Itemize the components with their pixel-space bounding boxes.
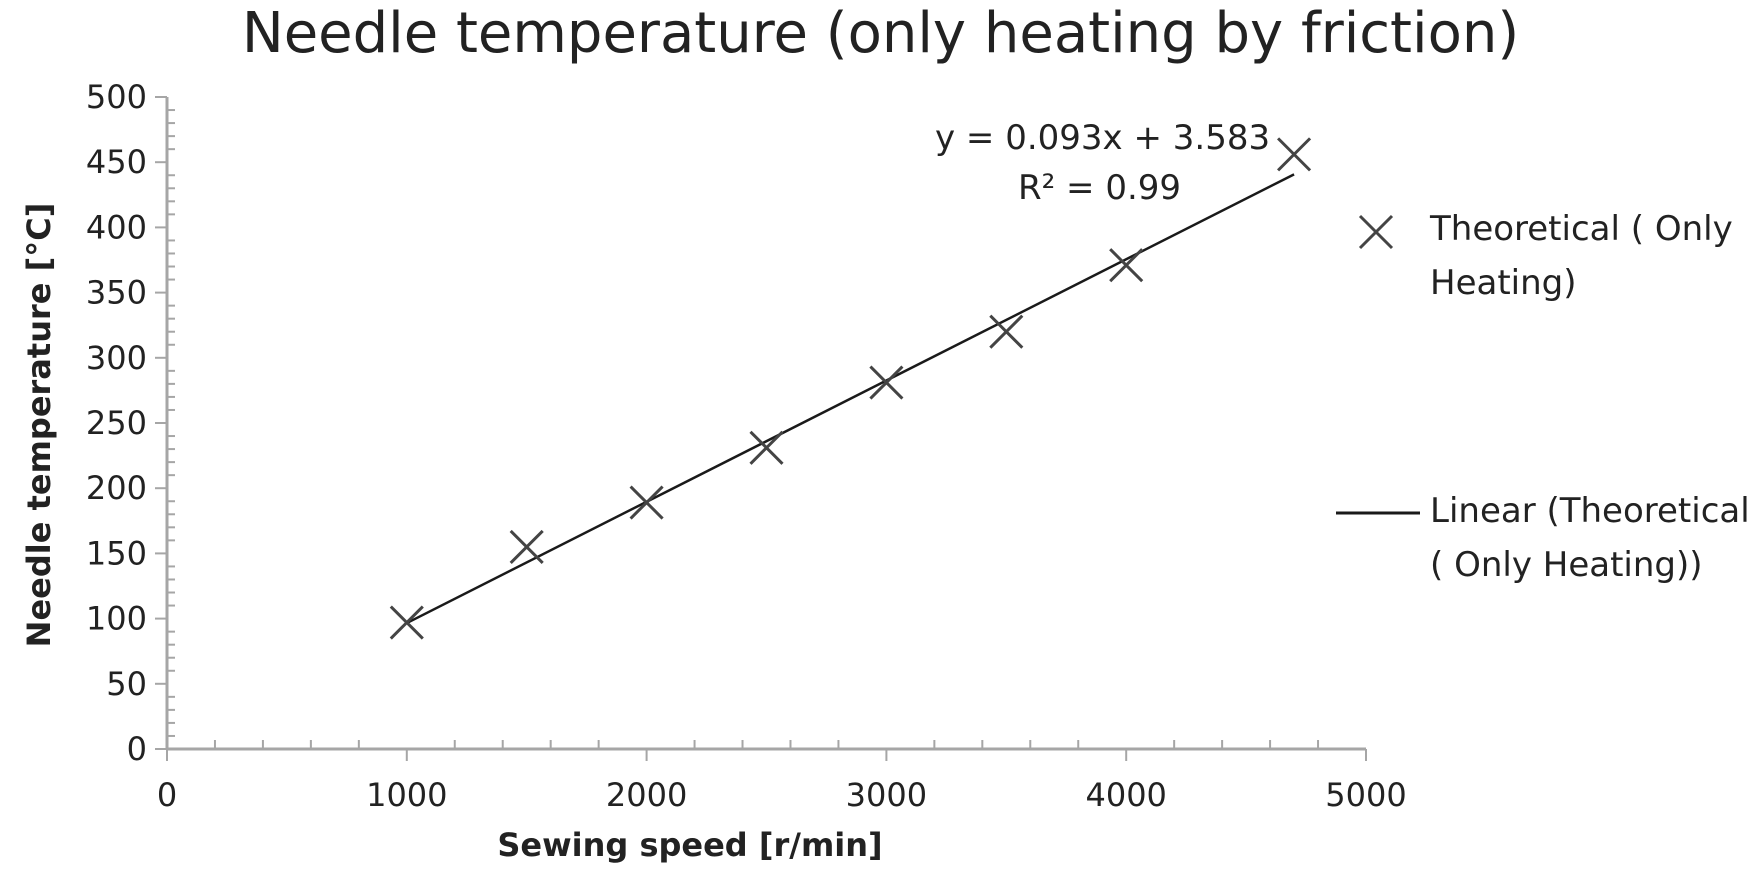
data-point-marker [629, 485, 664, 520]
y-tick-label: 450 [86, 143, 147, 181]
trendline-r-squared: R² = 0.99 [1018, 168, 1182, 208]
legend-line-icon [1336, 511, 1420, 515]
data-point-marker [1276, 137, 1312, 172]
legend-marker-x-icon [1358, 214, 1394, 250]
data-point-marker [389, 605, 424, 640]
y-tick-label: 150 [86, 534, 147, 572]
y-tick-label: 50 [106, 665, 147, 703]
y-axis-label: Needle temperature [°C] [20, 202, 58, 648]
x-tick-label: 5000 [1325, 776, 1406, 814]
trendline [406, 173, 1295, 625]
x-tick-label: 3000 [846, 776, 927, 814]
data-point-marker [509, 529, 544, 564]
y-tick-label: 400 [86, 208, 147, 246]
data-point-marker [749, 430, 784, 465]
y-tick-label: 500 [86, 78, 147, 116]
y-tick-label: 200 [86, 469, 147, 507]
chart-title: Needle temperature (only heating by fric… [241, 1, 1520, 66]
y-tick-label: 250 [86, 404, 147, 442]
y-tick-label: 300 [86, 339, 147, 377]
x-tick-label: 2000 [606, 776, 687, 814]
x-tick-label: 0 [157, 776, 177, 814]
legend-entry-linear: Linear (Theoretical ( Only Heating)) [1430, 491, 1750, 585]
legend-entry-theoretical: Theoretical ( Only Heating) [1430, 209, 1733, 303]
x-axis-label: Sewing speed [r/min] [497, 826, 883, 864]
trendline-equation: y = 0.093x + 3.583 [935, 118, 1271, 158]
data-point-marker [1109, 248, 1144, 283]
x-tick-label: 1000 [366, 776, 447, 814]
y-tick-label: 100 [86, 600, 147, 638]
data-point-marker [989, 314, 1024, 349]
data-point-marker [869, 365, 904, 400]
y-tick-label: 0 [127, 730, 147, 768]
x-tick-label: 4000 [1085, 776, 1166, 814]
y-tick-label: 350 [86, 274, 147, 312]
